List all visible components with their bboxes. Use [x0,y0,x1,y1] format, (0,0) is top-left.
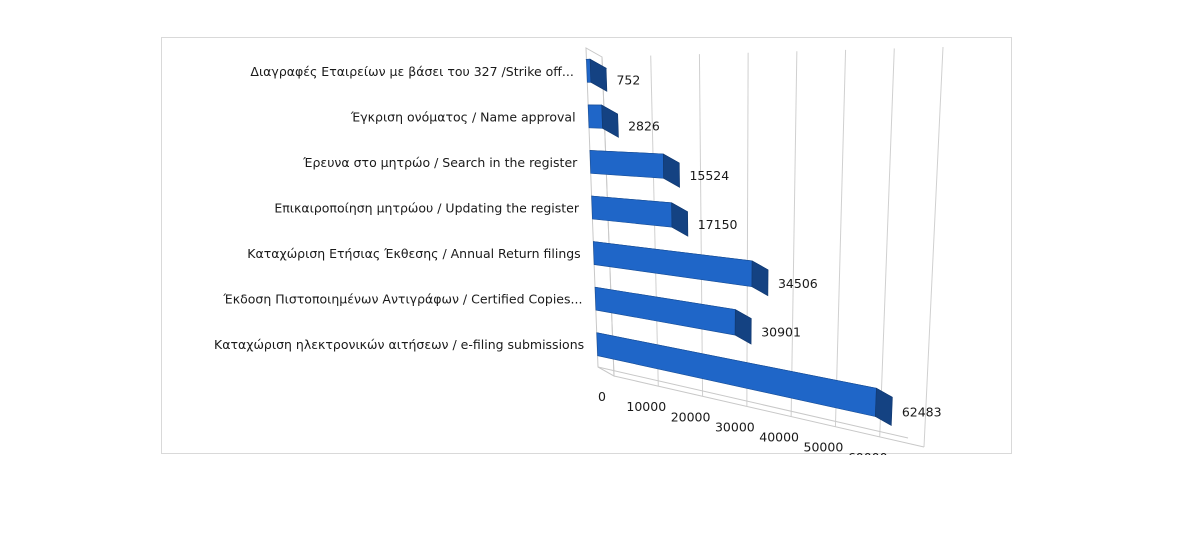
gridline [746,52,749,407]
category-label: Καταχώριση Ετήσιας Έκθεσης / Annual Retu… [247,246,580,261]
value-label: 17150 [698,217,738,232]
value-label: 2826 [628,119,660,134]
bar [587,104,603,129]
x-tick-label: 0 [598,389,606,404]
x-tick-label: 20000 [671,409,711,424]
value-label: 15524 [689,168,729,183]
bar-end-face [874,387,893,427]
bar-chart: 010000200003000040000500006000070000752Δ… [214,46,944,455]
floor-back-edge [613,375,925,448]
value-label: 62483 [902,404,942,419]
category-label: Επικαιροποίηση μητρώου / Updating the re… [274,201,579,216]
value-label: 752 [616,73,640,88]
bar [589,150,664,179]
bar-end-face [589,58,608,92]
value-label: 34506 [778,276,818,291]
x-tick-label: 30000 [715,419,755,434]
category-label: Διαγραφές Εταιρείων με βάσει του 327 /St… [250,64,573,79]
gridline [790,51,798,417]
x-tick-label: 50000 [804,440,844,455]
chart-area: 010000200003000040000500006000070000752Δ… [161,37,1012,455]
bar [592,241,753,288]
bar [591,195,673,228]
bar-end-face [601,104,619,138]
bar-end-face [662,153,680,188]
gridline [698,54,704,397]
x-tick-label: 10000 [626,399,666,414]
x-tick-label: 60000 [848,450,888,455]
category-label: Έκδοση Πιστοποιημένων Αντιγράφων / Certi… [222,292,582,307]
gridline [923,46,944,448]
value-label: 30901 [761,324,801,339]
category-label: Καταχώριση ηλεκτρονικών αιτήσεων / e-fil… [214,337,584,352]
gridline [879,48,895,437]
bar-end-face [671,202,689,237]
gridline [834,49,847,427]
x-tick-label: 40000 [759,430,799,445]
category-label: Έγκριση ονόματος / Name approval [350,109,576,124]
bar-end-face [734,309,752,345]
category-label: Έρευνα στο μητρώο / Search in the regist… [302,155,578,170]
bar-end-face [751,260,769,297]
left-wall [585,47,615,377]
bar [594,286,736,336]
floor-front-edge [597,366,909,439]
